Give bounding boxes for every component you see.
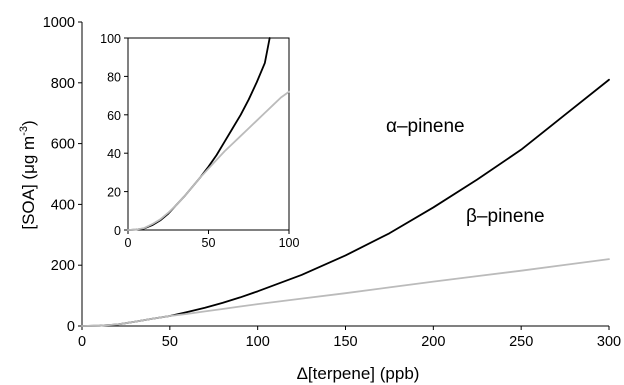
x-axis-title: Δ[terpene] (ppb) <box>297 364 420 383</box>
y-axis-title-main: [SOA] (μg m <box>19 136 38 230</box>
main-y-tick-label: 1000 <box>43 15 75 31</box>
main-y-tick-label: 400 <box>51 197 75 213</box>
alpha-pinene-label: α–pinene <box>386 116 465 137</box>
main-x-tick-label: 150 <box>333 334 357 350</box>
inset-plot: 0 50 100 0 20 40 60 80 100 <box>100 32 299 250</box>
inset-y-tick-label: 100 <box>100 32 121 46</box>
main-x-tick-label: 300 <box>597 334 621 350</box>
main-x-tick-label: 200 <box>421 334 445 350</box>
y-axis-title-close: ) <box>19 120 38 126</box>
main-series-line-beta-pinene <box>81 258 610 327</box>
main-y-tick-label: 600 <box>51 137 75 153</box>
inset-frame <box>127 37 290 231</box>
inset-y-tick-label: 40 <box>107 147 121 161</box>
inset-x-tick-label: 0 <box>125 236 132 250</box>
main-x-tick-label: 50 <box>162 334 178 350</box>
main-x-tick-label: 0 <box>78 334 86 350</box>
main-y-tick-label: 200 <box>51 258 75 274</box>
main-y-tick-label: 800 <box>51 76 75 92</box>
inset-x-tick-label: 100 <box>279 236 300 250</box>
inset-y-tick-label: 20 <box>107 186 121 200</box>
inset-series-line-beta-pinene <box>127 90 290 231</box>
inset-y-tick-label: 0 <box>114 224 121 238</box>
inset-y-tick-label: 60 <box>107 109 121 123</box>
inset-y-tick-label: 80 <box>107 70 121 84</box>
main-y-tick-label: 0 <box>67 319 75 335</box>
y-axis-title-superscript: -3 <box>18 126 30 136</box>
main-x-tick-label: 100 <box>246 334 270 350</box>
beta-pinene-label: β–pinene <box>466 206 545 227</box>
y-axis-title: [SOA] (μg m-3) <box>18 120 38 229</box>
main-x-tick-label: 250 <box>509 334 533 350</box>
inset-x-tick-label: 50 <box>202 236 216 250</box>
